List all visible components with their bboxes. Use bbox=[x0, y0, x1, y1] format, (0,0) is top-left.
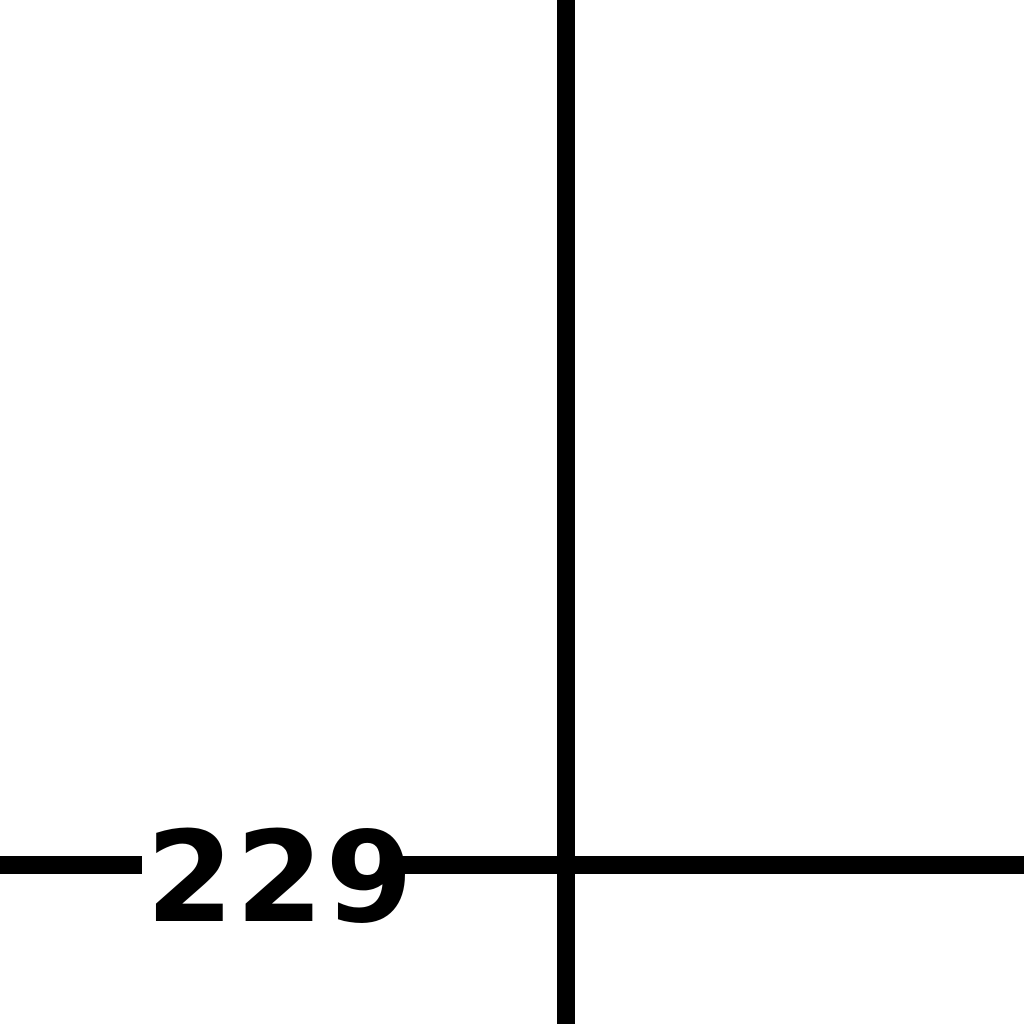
vertical-line bbox=[557, 0, 575, 1024]
horizontal-line-left-segment bbox=[0, 856, 142, 874]
horizontal-line-right-segment bbox=[382, 856, 1024, 874]
line-label: 229 bbox=[146, 804, 416, 951]
